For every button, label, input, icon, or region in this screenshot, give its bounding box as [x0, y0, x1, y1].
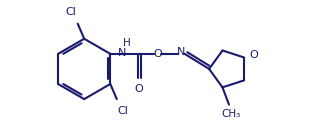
Text: O: O [134, 84, 143, 94]
Text: Cl: Cl [118, 106, 129, 116]
Text: N: N [177, 47, 185, 57]
Text: N: N [118, 48, 126, 58]
Text: Cl: Cl [66, 7, 77, 17]
Text: O: O [153, 49, 162, 59]
Text: H: H [123, 38, 130, 48]
Text: CH₃: CH₃ [222, 109, 241, 119]
Text: O: O [249, 50, 258, 60]
